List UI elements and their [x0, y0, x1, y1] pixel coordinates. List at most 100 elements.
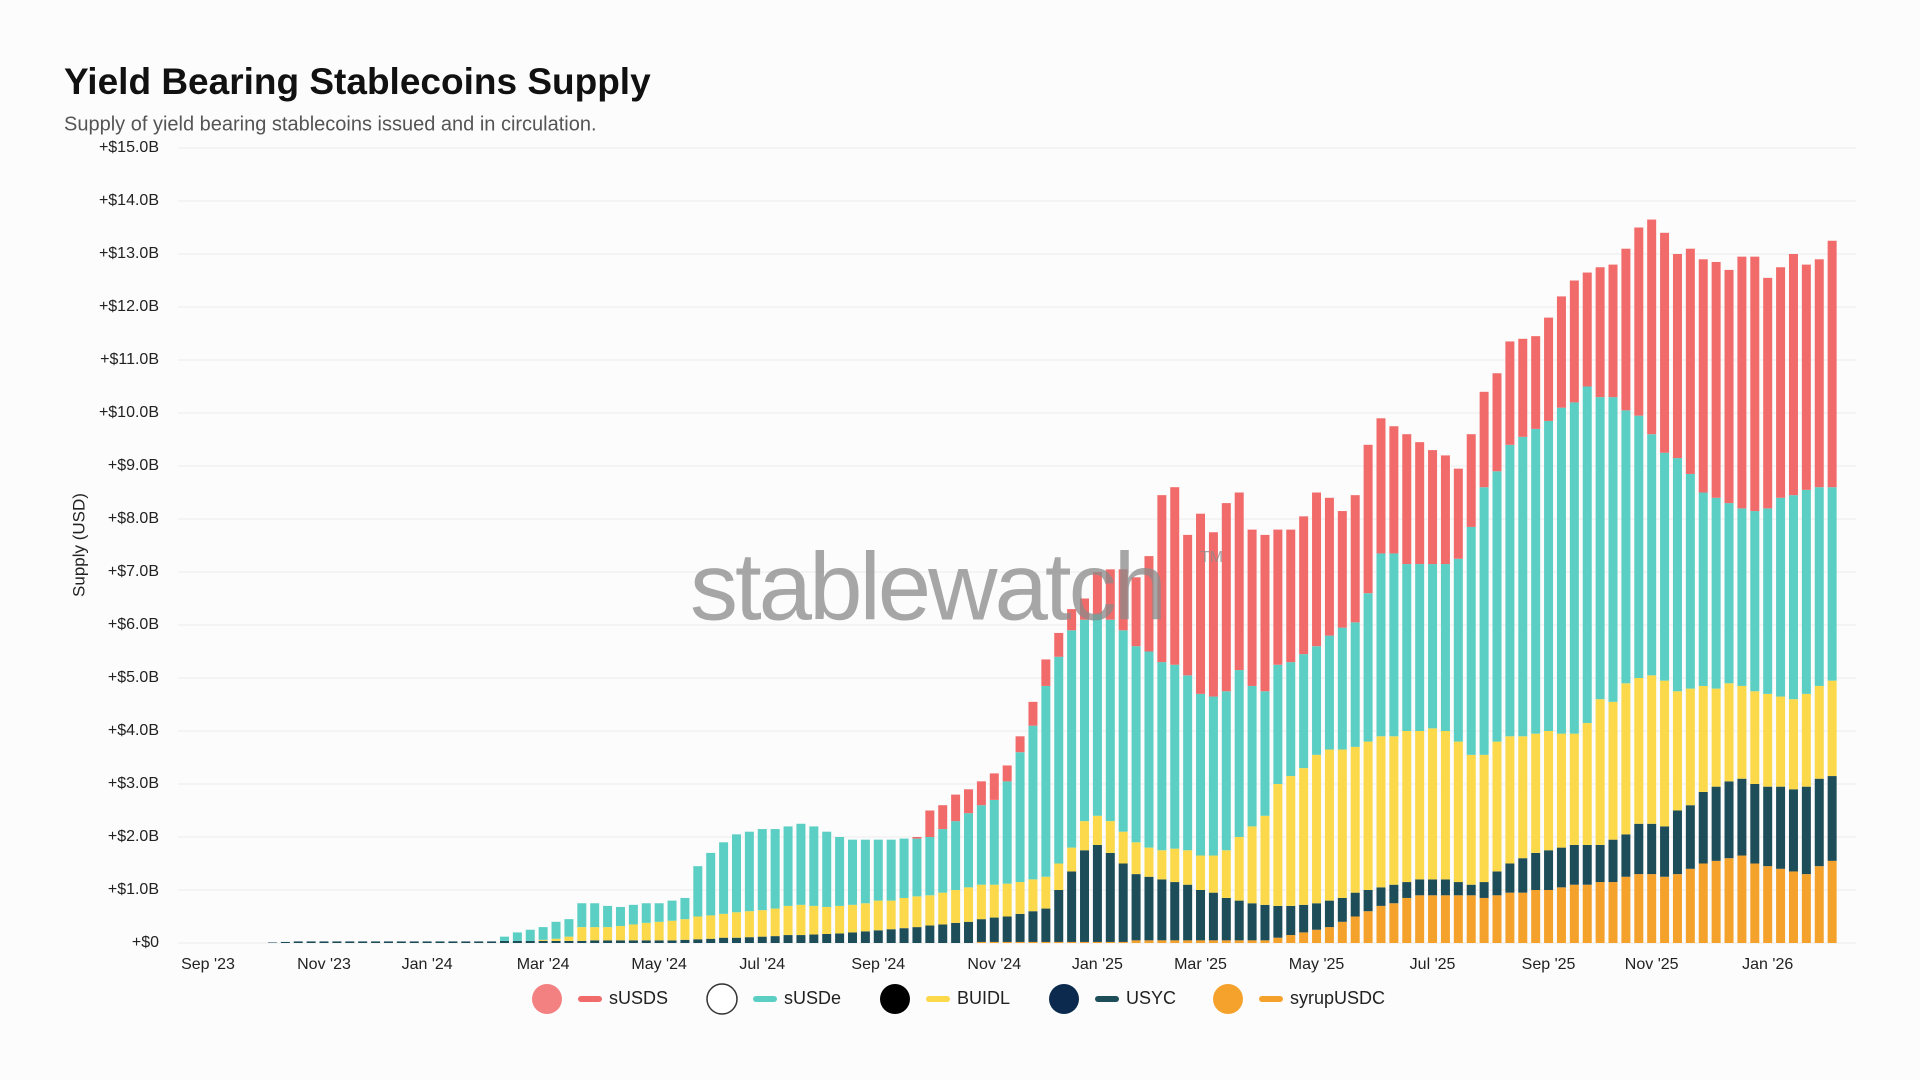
bar-segment: [1647, 219, 1657, 435]
bar-segment: [976, 919, 986, 942]
bar-segment: [1260, 904, 1270, 941]
bar-segment: [422, 941, 432, 943]
bar-segment: [1505, 863, 1515, 893]
bar-segment: [1814, 866, 1824, 943]
bar-segment: [1660, 232, 1670, 453]
bar-segment: [1466, 754, 1476, 885]
bar-segment: [1350, 916, 1360, 943]
bar-segment: [603, 927, 613, 941]
bar-segment: [989, 917, 999, 942]
legend: sUSDS sUSDe BUIDL USYC syrupUSDC: [532, 983, 1385, 1015]
bar-segment: [1105, 941, 1115, 943]
bar-segment: [1711, 860, 1721, 943]
bar-segment: [409, 941, 419, 943]
bar-segment: [1054, 863, 1064, 890]
bar-segment: [1299, 932, 1309, 943]
legend-item: USYC: [1049, 984, 1176, 1014]
bar-segment: [1144, 556, 1154, 652]
bar-segment: [525, 929, 535, 941]
bar-segment: [1827, 487, 1837, 681]
bar-segment: [1582, 884, 1592, 943]
bar-segment: [1080, 941, 1090, 943]
bar-segment: [1247, 903, 1257, 941]
bar-segment: [1672, 691, 1682, 811]
bar-segment: [1608, 264, 1618, 398]
bar-segment: [1737, 855, 1747, 943]
bar-segment: [1672, 874, 1682, 943]
bar-segment: [693, 866, 703, 917]
bar-segment: [1711, 786, 1721, 861]
bar-segment: [1350, 495, 1360, 623]
bar-segment: [886, 839, 896, 901]
bar-segment: [1440, 455, 1450, 565]
bar-segment: [474, 941, 484, 943]
bar-segment: [1776, 868, 1786, 943]
bar-segment: [1196, 513, 1206, 694]
bar-segment: [641, 940, 651, 943]
bar-segment: [590, 903, 600, 928]
bar-segment: [1376, 887, 1386, 906]
bar-segment: [822, 933, 832, 943]
bar-segment: [1208, 855, 1218, 893]
bar-segment: [1028, 701, 1038, 726]
bar-segment: [1531, 733, 1541, 853]
bar-segment: [615, 940, 625, 943]
bar-segment: [989, 884, 999, 918]
bar-segment: [809, 826, 819, 906]
bar-segment: [873, 930, 883, 943]
bar-segment: [1440, 564, 1450, 731]
bar-segment: [1131, 940, 1141, 943]
bar-segment: [1634, 823, 1644, 875]
y-tick-label: +$13.0B: [99, 245, 159, 262]
bar-segment: [448, 941, 458, 943]
bar-segment: [1505, 444, 1515, 737]
bar-segment: [1002, 941, 1012, 943]
bar-segment: [731, 912, 741, 938]
bar-segment: [1208, 940, 1218, 943]
bar-segment: [590, 927, 600, 941]
bar-segment: [1028, 725, 1038, 880]
bar-segment: [667, 940, 677, 943]
bar-segment: [1608, 701, 1618, 840]
bar-segment: [1621, 876, 1631, 943]
y-axis-title: Supply (USD): [69, 493, 88, 597]
bar-segment: [1273, 784, 1283, 906]
bar-segment: [306, 941, 316, 943]
bar-segment: [1763, 508, 1773, 694]
bar-segment: [1183, 534, 1193, 676]
x-tick-label: Nov '24: [967, 956, 1021, 973]
bar-segment: [1337, 897, 1347, 922]
bar-segment: [628, 940, 638, 943]
bar-segment: [654, 921, 664, 941]
bar-segment: [899, 838, 909, 898]
legend-label: sUSDe: [784, 988, 841, 1008]
bar-segment: [383, 941, 393, 943]
bar-segment: [1041, 941, 1051, 943]
bar-segment: [719, 937, 729, 943]
bar-segment: [487, 941, 497, 943]
bar-segment: [938, 892, 948, 925]
bar-segment: [1595, 882, 1605, 943]
bar-segment: [1466, 526, 1476, 755]
bar-segment: [1157, 495, 1167, 663]
bar-segment: [1389, 426, 1399, 554]
y-tick-label: +$6.0B: [108, 616, 159, 633]
bar-segment: [912, 896, 922, 928]
bar-segment: [1814, 487, 1824, 686]
y-tick-label: +$11.0B: [100, 351, 159, 368]
legend-label: USYC: [1126, 988, 1176, 1008]
watermark: stablewatch: [690, 533, 1164, 640]
bar-segment: [1556, 407, 1566, 734]
bar-segment: [912, 927, 922, 943]
bar-segment: [1080, 598, 1090, 620]
bar-segment: [1608, 882, 1618, 943]
bar-segment: [1428, 895, 1438, 943]
bar-segment: [938, 805, 948, 830]
bar-segment: [1415, 895, 1425, 943]
bar-segment: [577, 903, 587, 928]
bar-segment: [603, 905, 613, 928]
bar-segment: [280, 941, 290, 943]
bar-segment: [1827, 860, 1837, 943]
bar-segment: [1711, 497, 1721, 689]
bar-segment: [538, 940, 548, 943]
